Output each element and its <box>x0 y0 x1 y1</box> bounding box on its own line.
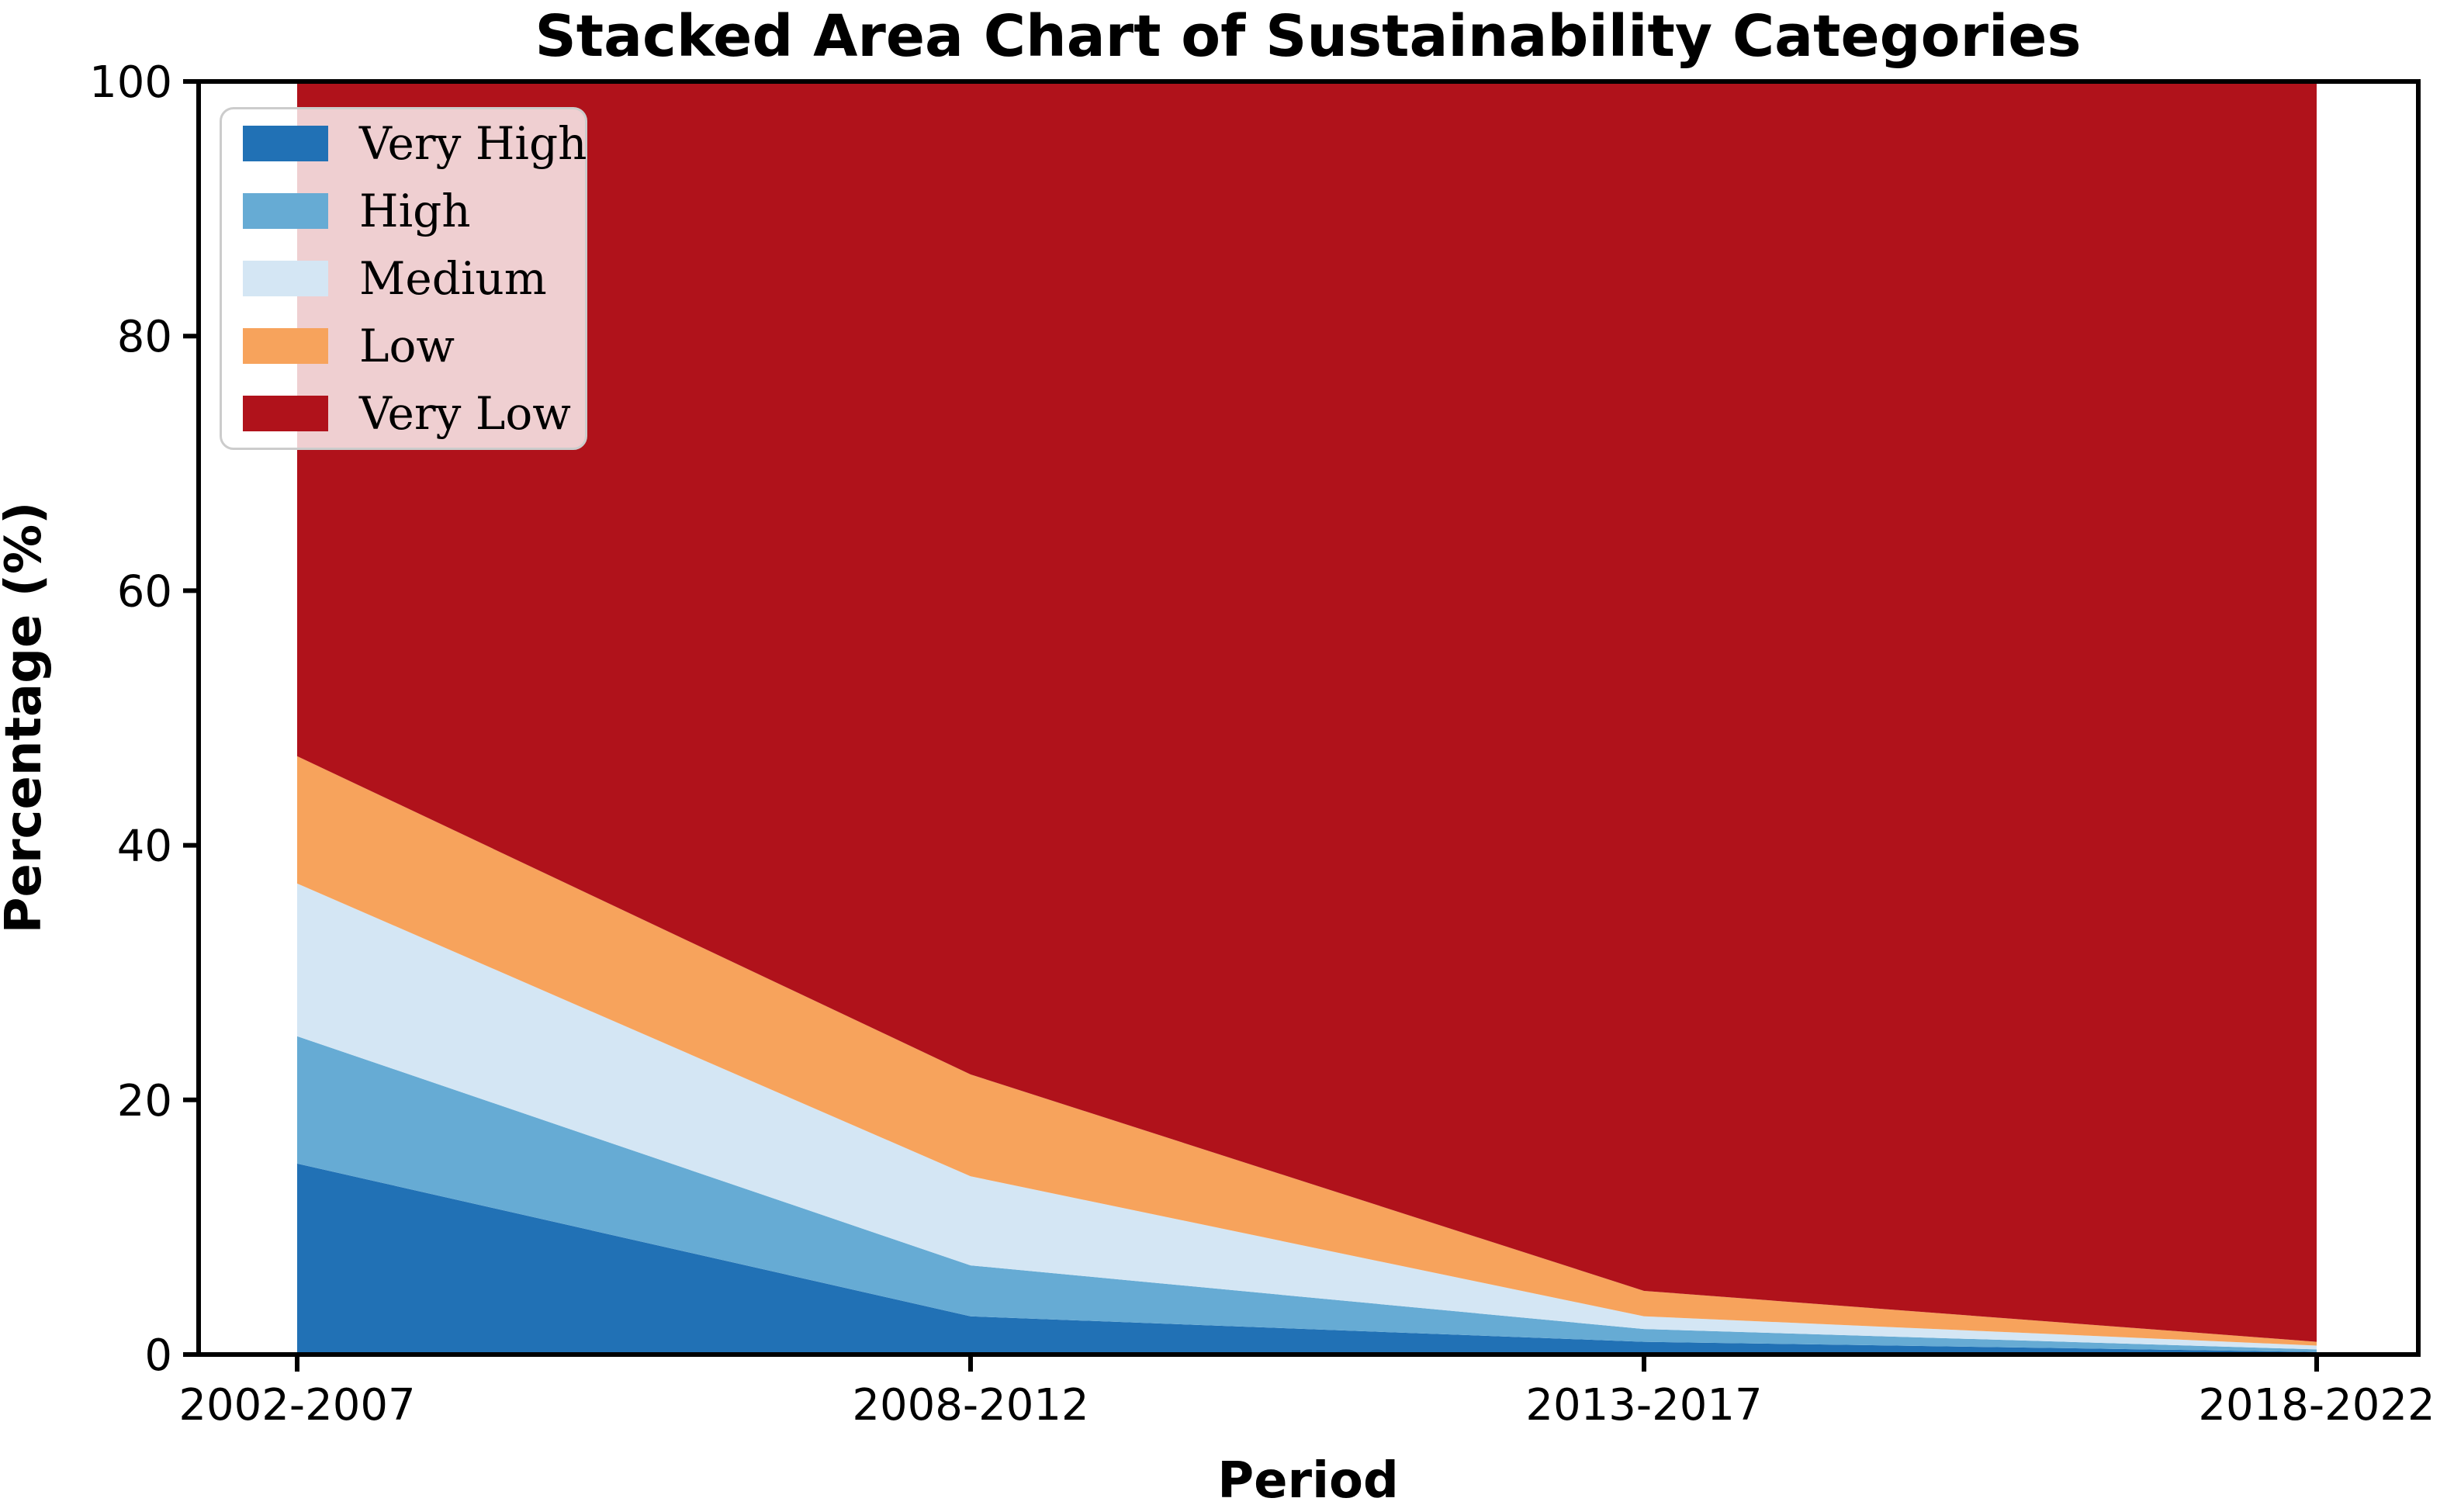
x-tick-label: 2002-2007 <box>178 1380 415 1431</box>
legend-swatch-icon <box>243 192 328 229</box>
plot-frame <box>196 79 2421 1357</box>
y-axis-label: Percentage (%) <box>0 502 53 934</box>
legend-label: Medium <box>359 252 547 305</box>
legend-label: Very Low <box>359 387 571 441</box>
y-tick-label: 100 <box>89 57 172 108</box>
legend-swatch-icon <box>243 328 328 365</box>
plot-areas <box>297 81 2317 1355</box>
legend-swatch-icon <box>243 125 328 161</box>
area-very-high <box>297 1163 2317 1355</box>
chart-title: Stacked Area Chart of Sustainability Cat… <box>535 3 2081 70</box>
axis-ticks: 0 20 40 60 80 100 2002-2007 2008-2012 2013-2017 2… <box>89 57 2435 1431</box>
legend-item-low: Low <box>222 313 585 380</box>
legend-label: Low <box>359 320 455 373</box>
legend-swatch-icon <box>243 396 328 432</box>
area-high <box>297 1036 2317 1352</box>
area-low <box>297 756 2317 1346</box>
legend-item-high: High <box>222 177 585 244</box>
y-tick-label: 20 <box>117 1076 172 1126</box>
area-very-low <box>297 81 2317 1342</box>
legend-item-medium: Medium <box>222 244 585 312</box>
y-tick-label: 80 <box>117 312 172 362</box>
y-tick-label: 60 <box>117 566 172 617</box>
legend-item-very-high: Very High <box>222 109 587 177</box>
x-tick-label: 2013-2017 <box>1525 1380 1762 1431</box>
legend-item-very-low: Very Low <box>222 380 585 448</box>
x-tick-label: 2008-2012 <box>852 1380 1089 1431</box>
legend-label: Very High <box>359 116 587 170</box>
legend-swatch-icon <box>243 261 328 296</box>
legend: Very High High Medium Low Very Low <box>220 107 587 450</box>
y-tick-label: 40 <box>117 822 172 872</box>
y-tick-label: 0 <box>144 1330 172 1381</box>
x-axis-label: Period <box>1217 1452 1399 1510</box>
x-tick-label: 2018-2022 <box>2198 1380 2435 1431</box>
area-medium <box>297 883 2317 1350</box>
legend-label: High <box>359 184 471 237</box>
